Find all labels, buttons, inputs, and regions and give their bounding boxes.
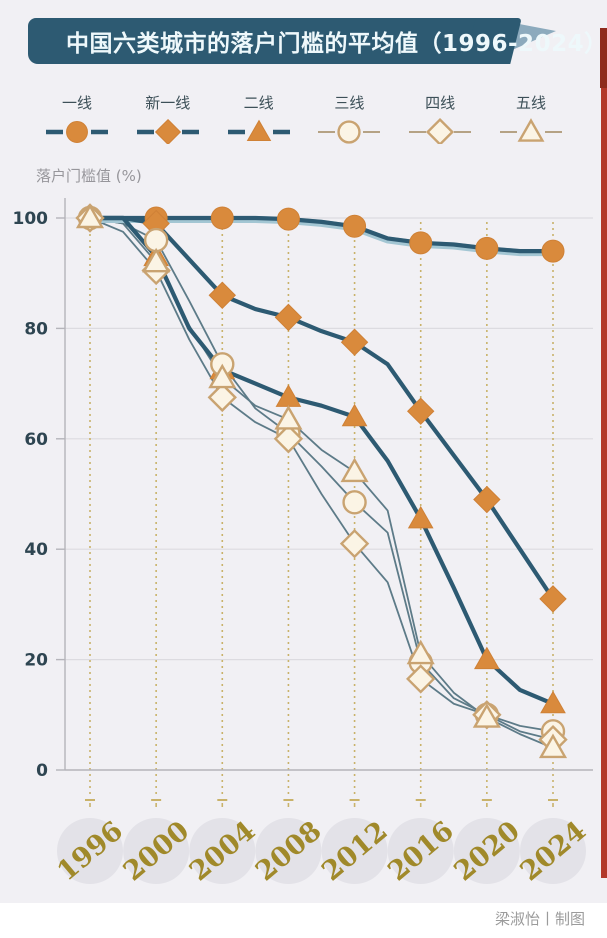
year-bubble [321,818,388,884]
triangle-filled-marker [341,403,368,427]
triangle-filled-marker [407,505,434,529]
diamond-filled-marker [274,303,303,332]
legend-marker-triangle-open [499,118,562,142]
legend-item-五线[interactable]: 五线 [488,92,574,144]
legend-marker-diamond-open [409,117,472,144]
legend-marker-diamond-filled [136,118,199,144]
triangle-open-marker [538,733,568,759]
triangle-open-marker [142,247,171,273]
circle-filled-marker [66,121,88,143]
page-title: 中国六类城市的落户门槛的平均值（1996-2024） [66,31,607,57]
legend-marker-triangle-filled [227,119,290,142]
triangle-open-marker [274,405,303,430]
triangle-open-marker [208,363,237,389]
y-tick-label: 40 [24,540,48,560]
year-bubble [255,818,322,884]
legend-label: 三线 [334,94,365,112]
triangle-filled-marker [540,690,566,714]
diamond-filled-marker [340,328,369,356]
triangle-open-marker [517,118,545,142]
diamond-filled-marker [473,485,501,514]
legend-label: 二线 [243,94,274,112]
circle-filled-marker [210,206,234,230]
circle-filled-marker [541,239,565,263]
circle-open-marker [337,120,362,144]
year-bubble [520,818,586,884]
diamond-open-marker [207,382,237,413]
circle-filled-marker [409,231,433,255]
legend-item-四线[interactable]: 四线 [397,92,483,144]
legend-item-一线[interactable]: 一线 [34,92,120,144]
page-title-wrap: 中国六类城市的落户门槛的平均值（1996-2024） [28,18,607,64]
triangle-open-marker [472,703,501,728]
circle-filled-marker [475,236,499,260]
triangle-filled-marker [473,646,500,670]
triangle-open-marker [406,639,435,665]
triangle-open-marker [340,457,369,483]
diamond-open-marker [426,117,455,144]
axes: 0 20 40 60 80 100 [13,198,593,781]
legend-marker-circle-filled [46,121,108,143]
circle-open-marker [342,490,367,515]
legend-label: 四线 [425,94,456,112]
triangle-filled-marker [246,119,271,142]
diamond-filled-marker [539,585,567,613]
year-bubble [387,818,454,884]
right-edge-red-strip-top [600,28,607,88]
legend-label: 五线 [515,94,546,112]
y-tick-label: 100 [13,209,49,229]
legend-item-二线[interactable]: 二线 [216,92,302,144]
legend-label: 一线 [61,94,92,112]
year-bubble [453,818,520,884]
diamond-filled-marker [208,281,236,309]
circle-filled-marker [276,207,300,231]
diamond-open-marker [406,664,436,694]
diamond-filled-marker [407,397,435,425]
legend-marker-circle-open [318,120,381,144]
chart-legend: 一线 新一线 二线 三线 四线 五线 [34,92,574,144]
series-line-二线 [90,215,554,706]
y-tick-label: 60 [24,430,48,450]
circle-filled-marker [343,214,367,238]
series-markers [75,203,568,759]
y-tick-label: 80 [24,319,48,339]
y-tick-label: 0 [36,761,48,781]
year-bubble [123,818,190,884]
legend-item-新一线[interactable]: 新一线 [125,92,211,144]
year-guides [85,222,558,807]
year-bubble [189,818,256,884]
gridlines [65,217,593,661]
title-banner [28,18,506,64]
diamond-filled-marker [154,118,181,144]
credit-text: 梁淑怡丨制图 [494,910,585,928]
diamond-open-marker [339,528,370,559]
y-tick-label: 20 [24,651,48,671]
legend-label: 新一线 [145,94,191,112]
plot-area: 0 20 40 60 80 100 1996200020042008201220162020… [13,198,593,887]
triangle-open-marker [75,203,105,229]
bottom-white-band [0,903,607,938]
year-bubble [57,818,123,884]
y-axis-label: 落户门槛值 (%) [36,167,142,185]
diamond-open-marker [273,424,304,454]
legend-item-三线[interactable]: 三线 [306,92,392,144]
right-edge-red-strip [601,28,607,878]
